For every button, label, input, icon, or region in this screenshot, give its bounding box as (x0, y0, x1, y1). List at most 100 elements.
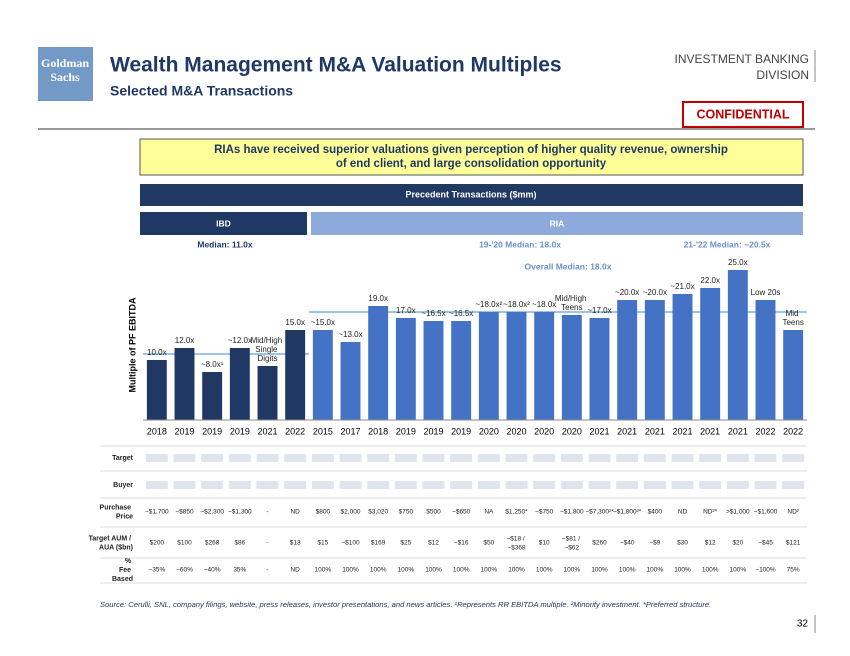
x-tick-label: 2018 (147, 426, 167, 436)
logo-placeholder (588, 481, 611, 489)
logo-placeholder (422, 481, 445, 489)
table-cell: ~$81 / ~$62 (562, 535, 582, 551)
logo-placeholder (505, 481, 528, 489)
logo-placeholder (201, 454, 224, 462)
logo-placeholder (616, 481, 639, 489)
table-cell: ~$16 (454, 540, 469, 547)
table-cell: 35% (233, 567, 246, 574)
logo-text: Sachs (50, 70, 80, 84)
subtitle: Selected M&A Transactions (110, 83, 293, 99)
confidential: CONFIDENTIAL (696, 107, 789, 121)
logo-placeholder (450, 481, 473, 489)
table-cell: 100% (702, 567, 719, 574)
table-cell: - (266, 540, 268, 547)
table-cell: ND² (787, 509, 799, 516)
table-cell: NA (484, 509, 494, 516)
data-label: ~13.0x (338, 330, 362, 339)
x-tick-label: 2019 (230, 426, 250, 436)
bar (478, 312, 499, 420)
table-cell: $260 (592, 540, 607, 547)
logo-placeholder (311, 481, 334, 489)
division: INVESTMENT BANKING (675, 52, 809, 66)
table-cell: $1,250* (505, 509, 528, 516)
logo-placeholder (367, 481, 390, 489)
bar (534, 312, 555, 420)
data-label: ~16.5x (421, 309, 445, 318)
table-cell: $268 (205, 540, 220, 547)
logo-placeholder (588, 454, 611, 462)
x-tick-label: 2019 (451, 426, 471, 436)
table-cell: ~$100 (341, 540, 360, 547)
bar (727, 270, 748, 420)
bar (395, 318, 416, 420)
x-tick-label: 2019 (202, 426, 222, 436)
logo-placeholder (782, 454, 805, 462)
table-cell: $25 (400, 540, 411, 547)
table-cell: 100% (591, 567, 608, 574)
table-cell: $200 (150, 540, 165, 547)
logo-placeholder (699, 481, 722, 489)
logo-placeholder (505, 454, 528, 462)
data-label: ~18.0x² (475, 300, 502, 309)
data-label: ~21.0x (670, 282, 694, 291)
logo-placeholder (394, 481, 417, 489)
table-cell: $12 (705, 540, 716, 547)
logo-placeholder (477, 481, 500, 489)
table-cell: 100% (730, 567, 747, 574)
data-label: ~15.0x (311, 318, 335, 327)
callout: RIAs have received superior valuations g… (214, 144, 728, 156)
table-cell: ~$40 (620, 540, 635, 547)
median-label: Median: 11.0x (197, 239, 253, 249)
data-label: 15.0x (285, 318, 305, 327)
table-cell: >$1,000 (726, 509, 750, 516)
table-cell: $86 (234, 540, 245, 547)
x-tick-label: 2019 (423, 426, 443, 436)
table-cell: ~35% (148, 567, 165, 574)
x-tick-label: 2017 (340, 426, 360, 436)
row-label: Target AUM / AUA ($bn) (89, 535, 133, 551)
table-cell: ND²* (703, 509, 718, 516)
logo-placeholder (643, 481, 666, 489)
data-label: 22.0x (700, 276, 720, 285)
title: Wealth Management M&A Valuation Multiple… (110, 54, 562, 77)
table-cell: 100% (508, 567, 525, 574)
bar (340, 342, 361, 420)
table-cell: - (266, 509, 268, 516)
logo-placeholder (394, 454, 417, 462)
table-cell: ~$650 (452, 509, 471, 516)
data-label: ~20.0x (643, 288, 667, 297)
x-tick-label: 2022 (783, 426, 803, 436)
table-cell: 100% (315, 567, 332, 574)
x-tick-label: 2021 (700, 426, 720, 436)
table-cell: 100% (370, 567, 387, 574)
logo-placeholder (173, 454, 196, 462)
bar (506, 312, 527, 420)
row-label: Target (112, 455, 134, 462)
table-cell: ~40% (204, 567, 221, 574)
table-cell: ~$1,300 (228, 509, 252, 516)
logo-placeholder (726, 481, 749, 489)
bar (561, 315, 582, 420)
table-cell: 100% (536, 567, 553, 574)
table-cell: ~$18 / ~$368 (506, 535, 526, 551)
logo-placeholder (450, 454, 473, 462)
data-label: Mid/High Single Digits (251, 336, 285, 363)
bar (229, 348, 250, 420)
data-label: 10.0x (147, 348, 167, 357)
logo-placeholder (643, 454, 666, 462)
table-cell: ~$850 (175, 509, 194, 516)
page-number: 32 (797, 619, 809, 630)
table-cell: 100% (398, 567, 415, 574)
table-cell: ~$2,300 (200, 509, 224, 516)
table-cell: $12 (428, 540, 439, 547)
logo-placeholder (173, 481, 196, 489)
table-cell: 75% (787, 567, 800, 574)
table-cell: $20 (732, 540, 743, 547)
table-cell: ~$1,800²* (613, 509, 642, 516)
bar (755, 300, 776, 420)
chart-title: Precedent Transactions ($mm) (405, 189, 536, 199)
bar (312, 330, 333, 420)
y-axis-label: Multiple of PF EBITDA (127, 297, 137, 392)
legend-label: RIA (550, 218, 565, 228)
table-cell: $10 (539, 540, 550, 547)
